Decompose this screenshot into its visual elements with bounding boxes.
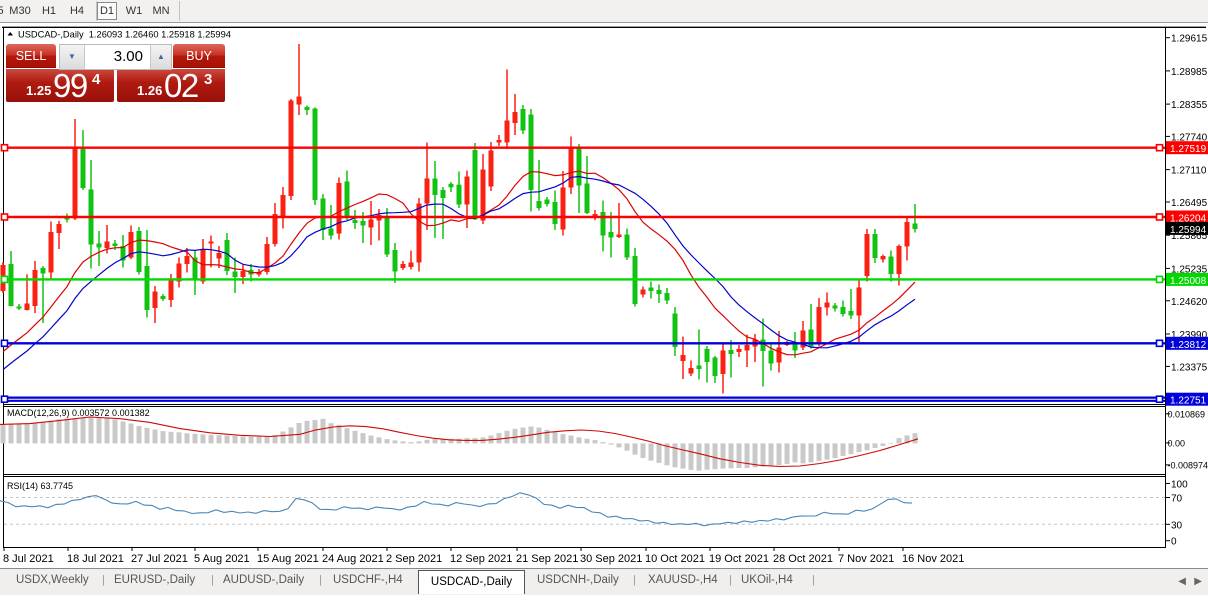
svg-text:1.29615: 1.29615 bbox=[1171, 34, 1208, 45]
svg-text:100: 100 bbox=[1171, 479, 1188, 490]
svg-text:27 Jul 2021: 27 Jul 2021 bbox=[131, 553, 188, 565]
svg-text:MACD(12,26,9) 0.003572 0.00138: MACD(12,26,9) 0.003572 0.001382 bbox=[7, 408, 150, 418]
svg-text:7 Nov 2021: 7 Nov 2021 bbox=[838, 553, 894, 565]
svg-text:8 Jul 2021: 8 Jul 2021 bbox=[3, 553, 54, 565]
svg-text:0.00: 0.00 bbox=[1168, 438, 1186, 448]
svg-text:1.23375: 1.23375 bbox=[1171, 362, 1208, 373]
svg-text:28 Oct 2021: 28 Oct 2021 bbox=[773, 553, 833, 565]
svg-text:24 Aug 2021: 24 Aug 2021 bbox=[322, 553, 384, 565]
svg-text:2 Sep 2021: 2 Sep 2021 bbox=[386, 553, 442, 565]
svg-text:1.27110: 1.27110 bbox=[1171, 166, 1207, 177]
svg-text:0: 0 bbox=[1171, 537, 1177, 548]
svg-text:-0.008974: -0.008974 bbox=[1168, 460, 1208, 470]
svg-text:1.25008: 1.25008 bbox=[1170, 276, 1207, 287]
svg-text:1.22751: 1.22751 bbox=[1170, 396, 1207, 407]
svg-text:1.23812: 1.23812 bbox=[1170, 340, 1207, 351]
svg-text:10 Oct 2021: 10 Oct 2021 bbox=[645, 553, 705, 565]
svg-text:15 Aug 2021: 15 Aug 2021 bbox=[257, 553, 319, 565]
svg-text:12 Sep 2021: 12 Sep 2021 bbox=[450, 553, 512, 565]
svg-text:1.28985: 1.28985 bbox=[1171, 67, 1208, 78]
svg-text:21 Sep 2021: 21 Sep 2021 bbox=[516, 553, 578, 565]
svg-text:0.010869: 0.010869 bbox=[1168, 409, 1206, 419]
svg-text:16 Nov 2021: 16 Nov 2021 bbox=[902, 553, 964, 565]
svg-text:18 Jul 2021: 18 Jul 2021 bbox=[67, 553, 124, 565]
svg-text:1.26495: 1.26495 bbox=[1171, 198, 1208, 209]
svg-text:19 Oct 2021: 19 Oct 2021 bbox=[709, 553, 769, 565]
svg-text:1.25994: 1.25994 bbox=[1170, 225, 1207, 236]
svg-text:1.24620: 1.24620 bbox=[1171, 297, 1208, 308]
svg-text:1.28355: 1.28355 bbox=[1171, 100, 1208, 111]
svg-text:1.27519: 1.27519 bbox=[1170, 144, 1207, 155]
svg-text:5 Aug 2021: 5 Aug 2021 bbox=[194, 553, 250, 565]
svg-text:30: 30 bbox=[1171, 520, 1183, 531]
svg-text:30 Sep 2021: 30 Sep 2021 bbox=[580, 553, 642, 565]
svg-text:70: 70 bbox=[1171, 494, 1183, 505]
svg-text:RSI(14) 63.7745: RSI(14) 63.7745 bbox=[7, 481, 73, 491]
